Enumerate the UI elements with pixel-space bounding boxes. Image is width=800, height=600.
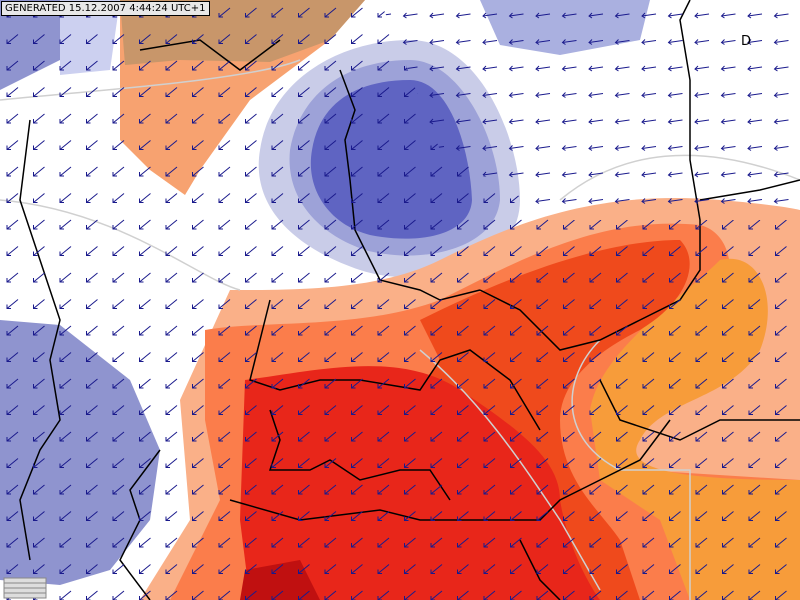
- generated-timestamp: GENERATED 15.12.2007 4:44:24 UTC+1: [1, 1, 210, 16]
- map-label: D: [741, 34, 752, 49]
